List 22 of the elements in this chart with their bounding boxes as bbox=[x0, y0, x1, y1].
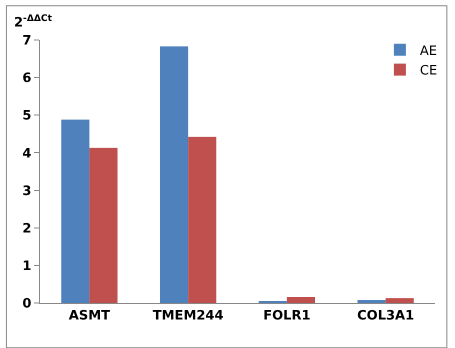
y-tick-label: 7 bbox=[22, 34, 32, 49]
bar bbox=[89, 148, 118, 303]
bar bbox=[386, 298, 414, 303]
bar bbox=[357, 300, 386, 303]
bar bbox=[160, 46, 188, 303]
y-tick-label: 0 bbox=[22, 296, 32, 312]
bar bbox=[286, 296, 316, 303]
bar bbox=[188, 136, 216, 303]
y-tick-label: 2 bbox=[22, 221, 32, 236]
bar bbox=[61, 120, 90, 303]
x-tick-label: ASMT bbox=[68, 308, 110, 324]
y-tick-label: 3 bbox=[22, 184, 32, 199]
y-axis-title: 2$^{-ΔΔCt}$ bbox=[14, 14, 53, 30]
x-tick-label: COL3A1 bbox=[357, 308, 414, 324]
legend-label: AE bbox=[420, 44, 438, 59]
legend-label: CE bbox=[420, 64, 438, 79]
x-tick-label: FOLR1 bbox=[263, 308, 311, 324]
y-tick-label: 4 bbox=[22, 146, 32, 162]
y-tick-label: 5 bbox=[22, 108, 32, 124]
y-tick-label: 6 bbox=[22, 71, 32, 86]
y-tick-label: 1 bbox=[22, 258, 32, 274]
x-tick-label: TMEM244 bbox=[152, 308, 224, 324]
